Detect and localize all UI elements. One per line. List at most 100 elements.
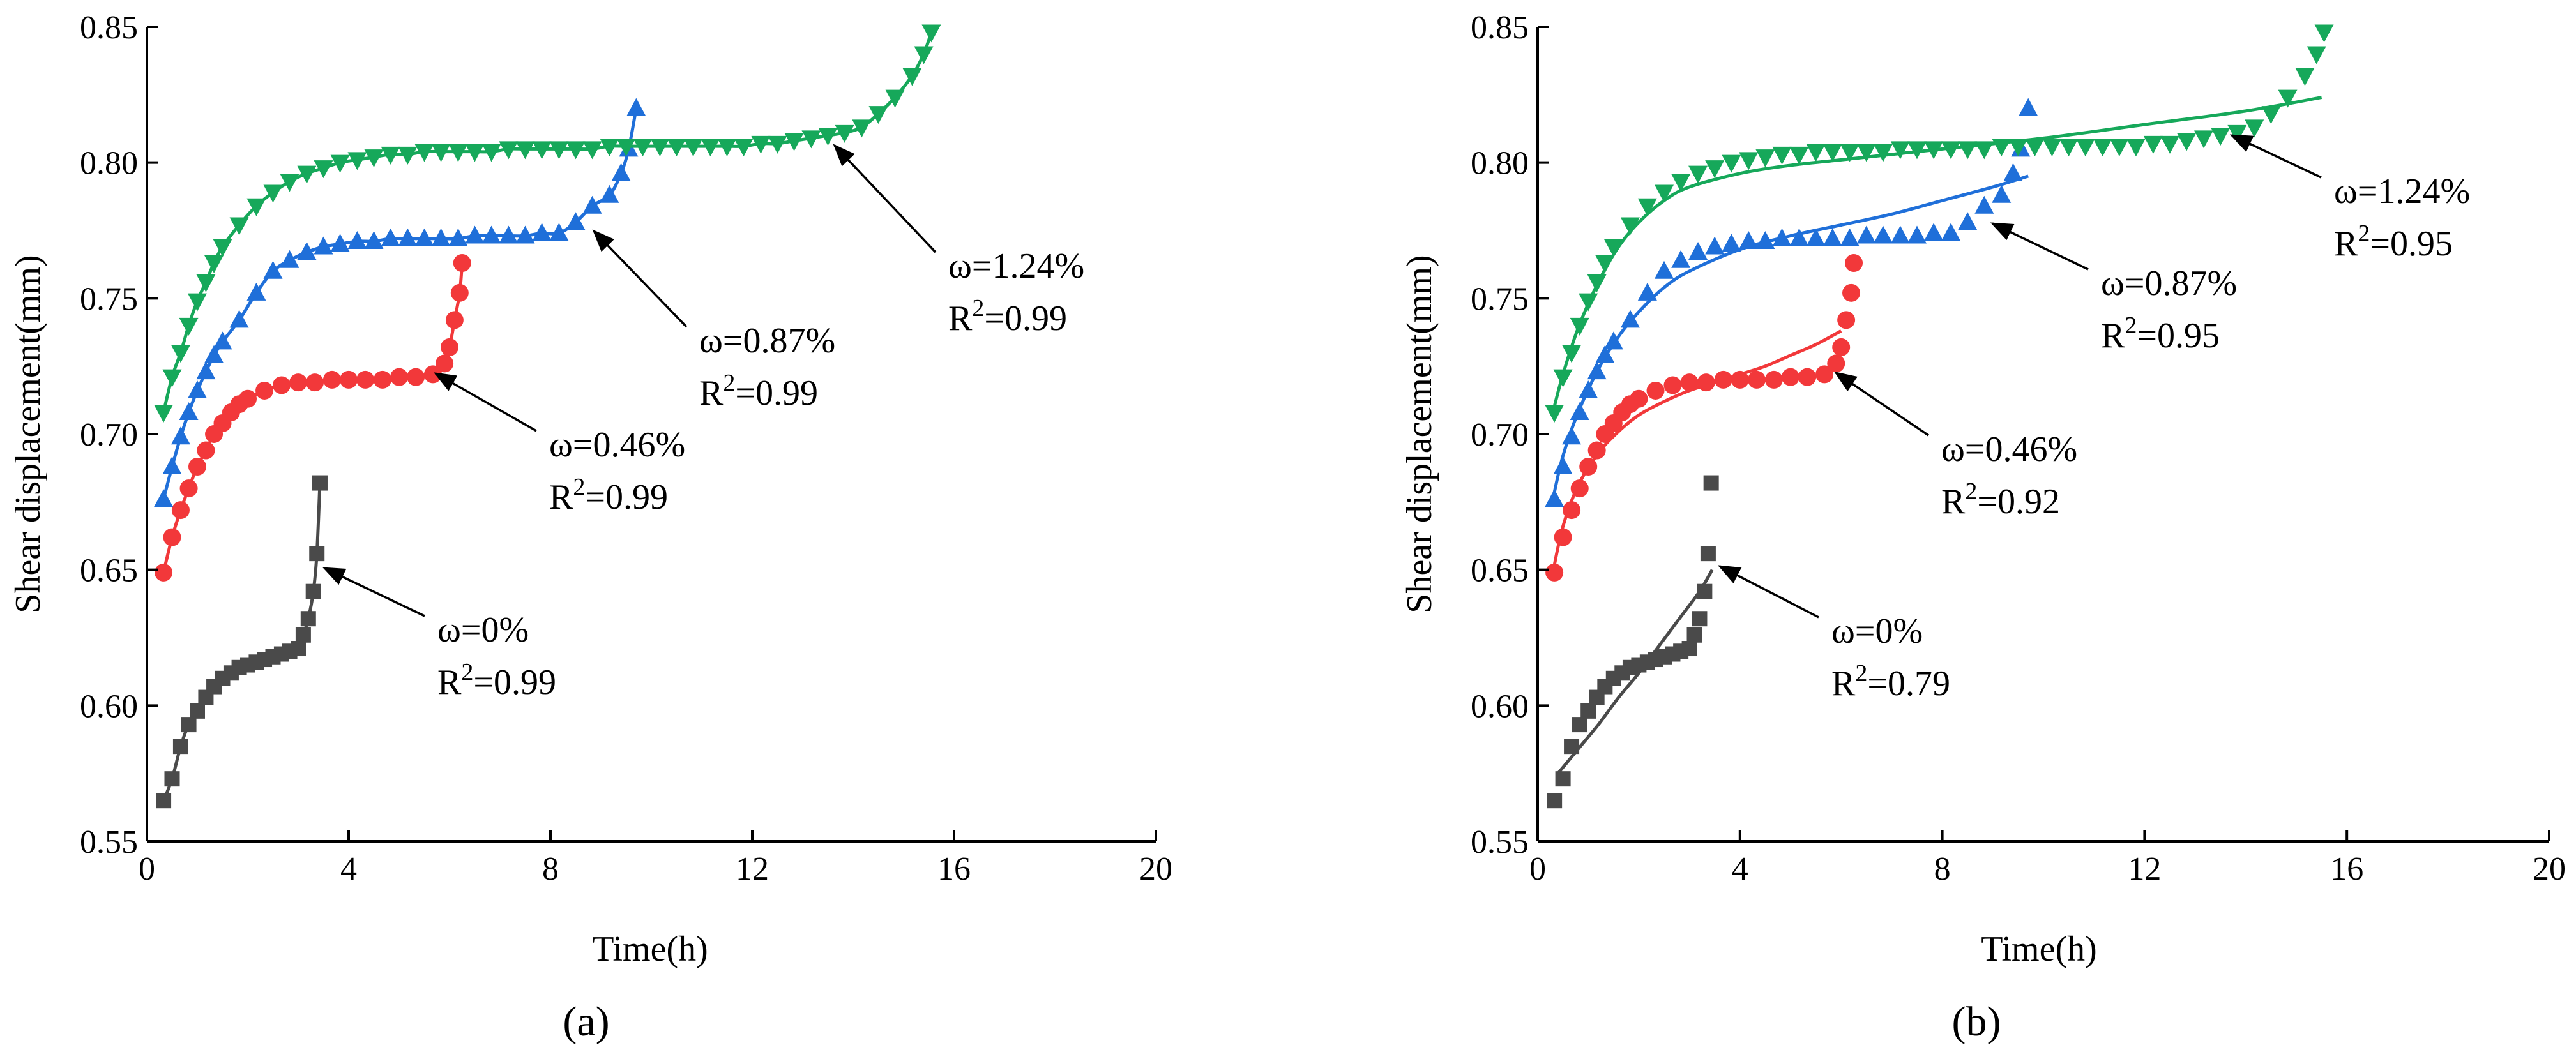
- chart-panel-a: ω=1.24% R2=0.99 ω=0.87% R2=0.99 ω=0.46% R2=0.…: [8, 10, 1172, 1045]
- data-point: [197, 441, 215, 460]
- data-point: [263, 184, 283, 203]
- data-point: [1856, 144, 1876, 162]
- data-point: [1907, 225, 1927, 244]
- data-point: [414, 144, 434, 162]
- data-point: [1755, 149, 1775, 168]
- data-point: [407, 368, 425, 386]
- data-point: [1579, 293, 1598, 312]
- data-point: [2019, 98, 2038, 116]
- data-point: [1722, 154, 1741, 173]
- data-point: [179, 402, 199, 420]
- x-tick-label: 16: [937, 851, 971, 887]
- data-point: [914, 46, 934, 64]
- data-point: [1686, 627, 1702, 643]
- data-point: [196, 274, 216, 292]
- x-tick-label: 20: [2533, 851, 2566, 887]
- data-point: [2042, 139, 2062, 157]
- data-point: [1772, 228, 1792, 246]
- data-point: [921, 24, 941, 43]
- data-point: [2075, 139, 2095, 157]
- data-point: [667, 139, 686, 157]
- data-point: [398, 146, 418, 165]
- data-point: [448, 144, 468, 162]
- data-point: [1646, 381, 1665, 400]
- data-point: [314, 160, 333, 179]
- data-point: [1563, 501, 1581, 520]
- data-point: [1731, 370, 1749, 389]
- x-tick-label: 20: [1139, 851, 1172, 887]
- data-point: [162, 369, 182, 387]
- y-tick-label: 0.60: [1471, 688, 1529, 725]
- data-point: [280, 174, 299, 192]
- data-point: [450, 283, 469, 302]
- data-point: [398, 228, 418, 246]
- x-tick-label: 4: [1732, 851, 1748, 887]
- data-point: [179, 479, 198, 498]
- data-series: [156, 475, 328, 809]
- annotation: ω=1.24% R2=0.95: [2229, 134, 2470, 264]
- x-tick-label: 12: [2128, 851, 2161, 887]
- data-point: [213, 331, 232, 350]
- data-point: [255, 381, 274, 400]
- data-point: [2278, 89, 2298, 108]
- data-point: [1697, 373, 1715, 392]
- data-point: [885, 89, 905, 108]
- data-point: [1789, 228, 1809, 246]
- data-point: [1907, 141, 1927, 160]
- data-point: [155, 563, 173, 582]
- data-point: [1845, 254, 1863, 273]
- series-label: ω=1.24%: [948, 246, 1084, 286]
- data-point: [239, 389, 257, 408]
- data-point: [1580, 703, 1596, 719]
- annotation-arrow: [322, 567, 425, 617]
- data-point: [289, 373, 307, 392]
- data-point: [2307, 46, 2326, 64]
- data-point: [2160, 135, 2179, 154]
- annotation: ω=0% R2=0.79: [1717, 565, 1950, 703]
- r-squared-label: R2=0.99: [699, 370, 818, 413]
- data-point: [1798, 368, 1817, 386]
- annotation: ω=0.46% R2=0.99: [433, 372, 685, 517]
- data-point: [1806, 144, 1826, 162]
- data-point: [1739, 231, 1759, 250]
- annotation: ω=0.87% R2=0.95: [1990, 222, 2237, 356]
- series-label: ω=0%: [1831, 612, 1923, 651]
- data-point: [2227, 124, 2247, 143]
- data-point: [1873, 225, 1893, 244]
- axes: 0 4 8 12 16 20 0.55 0.60 0.65 0.70 0.75 0.80 0.85: [80, 10, 1172, 887]
- r-squared-label: R2=0.99: [437, 659, 556, 702]
- data-point: [1842, 283, 1861, 302]
- r-squared-label: R2=0.95: [2334, 220, 2453, 264]
- data-point: [1714, 370, 1732, 389]
- data-point: [181, 717, 197, 733]
- data-point: [532, 141, 552, 160]
- plot-area: ω=1.24% R2=0.95 ω=0.87% R2=0.95 ω=0.46% R2=0.…: [1545, 24, 2470, 809]
- data-point: [347, 231, 367, 250]
- data-point: [1572, 717, 1587, 733]
- y-tick-label: 0.60: [80, 688, 138, 725]
- data-point: [1570, 402, 1589, 420]
- r-squared-label: R2=0.99: [948, 295, 1067, 338]
- r-squared-label: R2=0.99: [549, 474, 668, 517]
- data-point: [2194, 130, 2214, 149]
- y-axis-label: Shear displacement(mm): [8, 255, 48, 613]
- axes: 0 4 8 12 16 20 0.55 0.60 0.65 0.70 0.75 0.80 0.85: [1471, 10, 2566, 887]
- data-point: [204, 345, 224, 363]
- data-point: [1547, 793, 1563, 809]
- data-point: [156, 793, 172, 809]
- data-point: [801, 130, 821, 149]
- data-point: [441, 338, 458, 356]
- y-axis-label: Shear displacement(mm): [1400, 255, 1439, 613]
- data-point: [1722, 234, 1741, 252]
- data-point: [2143, 135, 2163, 154]
- data-point: [1554, 528, 1572, 546]
- data-point: [1587, 274, 1607, 292]
- data-series: [1545, 254, 1863, 582]
- y-tick-label: 0.85: [1471, 10, 1529, 46]
- annotation: ω=1.24% R2=0.99: [833, 144, 1084, 338]
- r-squared-label: R2=0.79: [1831, 660, 1950, 703]
- data-point: [1603, 239, 1623, 257]
- data-point: [347, 152, 367, 170]
- data-point: [297, 165, 317, 184]
- data-series: [154, 98, 646, 507]
